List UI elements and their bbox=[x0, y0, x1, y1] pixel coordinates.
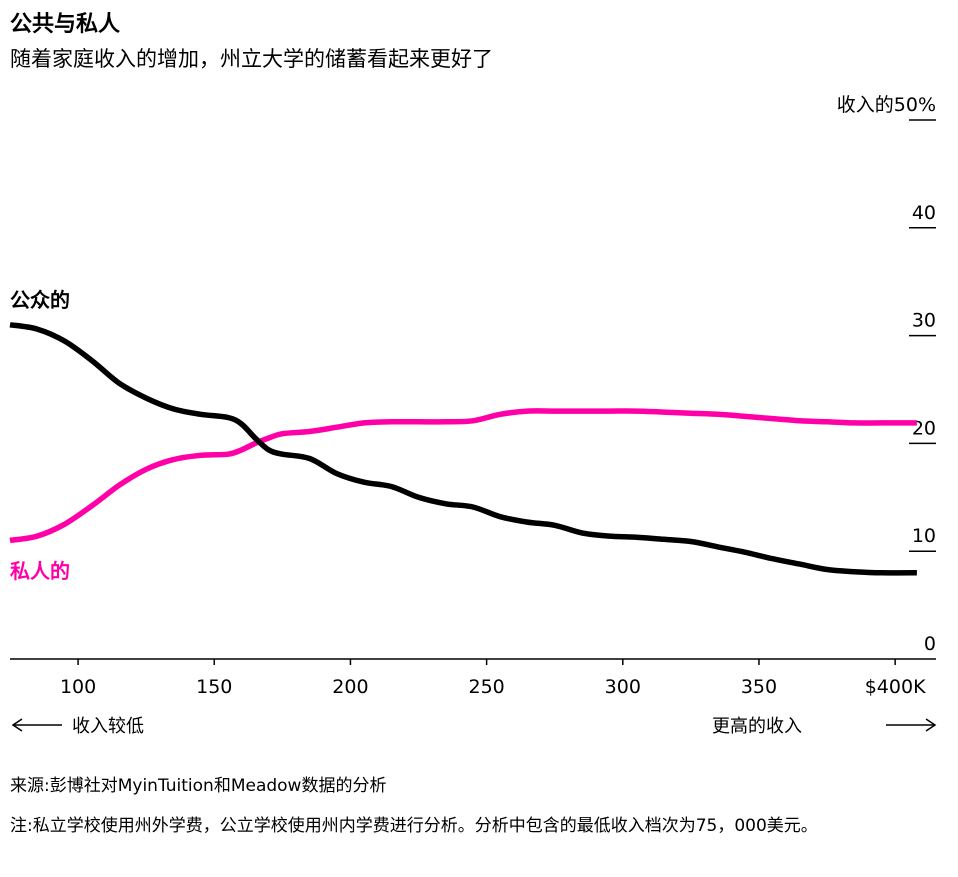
x-tick-label: 300 bbox=[605, 676, 641, 698]
series-label-public: 公众的 bbox=[10, 288, 70, 312]
left-arrow-icon bbox=[11, 718, 23, 732]
x-tick-label: $400K bbox=[865, 676, 926, 698]
x-tick-label: 250 bbox=[468, 676, 504, 698]
y-tick-label: 10 bbox=[912, 525, 936, 547]
series-label-private: 私人的 bbox=[10, 559, 70, 583]
chart-subtitle: 随着家庭收入的增加，州立大学的储蓄看起来更好了 bbox=[10, 47, 493, 71]
y-tick-label: 收入的50% bbox=[837, 94, 936, 116]
x-tick-label: 150 bbox=[196, 676, 232, 698]
y-tick-label: 20 bbox=[912, 417, 936, 439]
source-note: 来源:彭博社对MyinTuition和Meadow数据的分析 bbox=[10, 776, 387, 796]
series-line-private bbox=[9, 408, 917, 544]
x-caption-higher-income: 更高的收入 bbox=[712, 716, 802, 737]
y-tick-label: 40 bbox=[912, 202, 936, 224]
right-arrow-icon bbox=[925, 718, 937, 732]
line-chart: 0 10 20 30 40 收入的50% 100 150 200 250 300 350 $400K 收入… bbox=[9, 94, 937, 737]
x-tick-label: 200 bbox=[332, 676, 368, 698]
x-tick-label: 100 bbox=[60, 676, 96, 698]
y-tick-label: 30 bbox=[912, 310, 936, 332]
chart-title: 公共与私人 bbox=[10, 12, 121, 37]
x-caption-lower-income: 收入较低 bbox=[72, 716, 144, 737]
series-line-public bbox=[9, 322, 917, 576]
y-tick-label: 0 bbox=[924, 633, 936, 655]
x-tick-label: 350 bbox=[741, 676, 777, 698]
methodology-note: 注:私立学校使用州外学费，公立学校使用州内学费进行分析。分析中包含的最低收入档次… bbox=[10, 816, 818, 836]
